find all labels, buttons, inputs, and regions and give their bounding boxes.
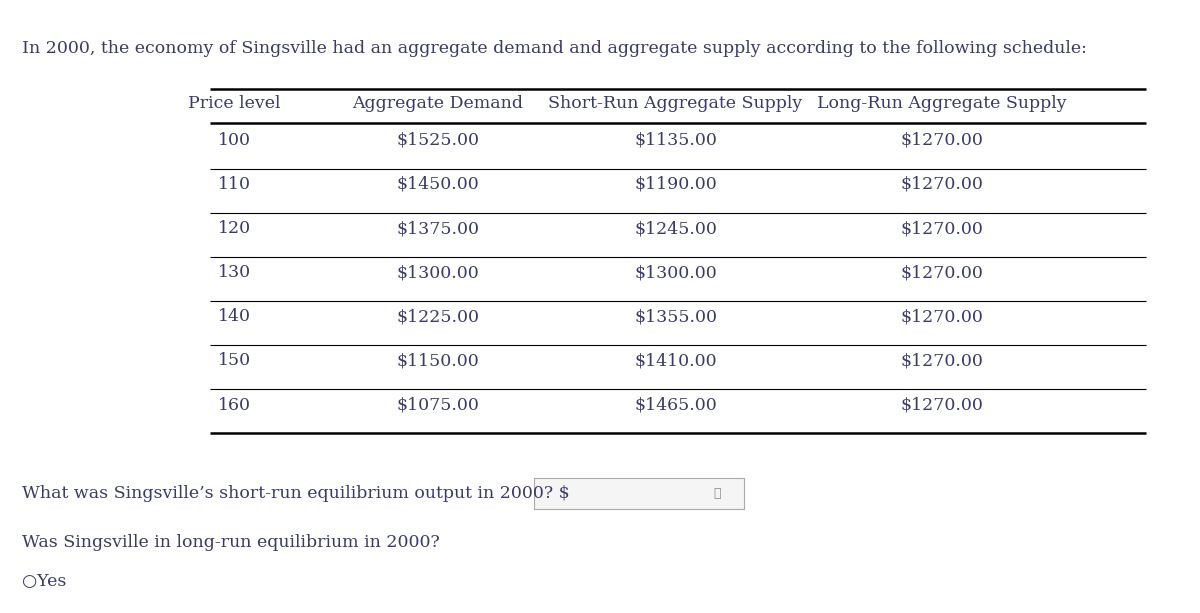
Text: $1410.00: $1410.00: [635, 352, 716, 370]
Text: Aggregate Demand: Aggregate Demand: [353, 95, 523, 112]
Text: $1150.00: $1150.00: [397, 352, 479, 370]
Text: In 2000, the economy of Singsville had an aggregate demand and aggregate supply : In 2000, the economy of Singsville had a…: [22, 40, 1086, 57]
Text: $1525.00: $1525.00: [396, 132, 480, 149]
Text: 150: 150: [217, 352, 251, 370]
Text: $1245.00: $1245.00: [634, 220, 718, 237]
Text: 110: 110: [217, 176, 251, 193]
Text: 100: 100: [217, 132, 251, 149]
Text: $1270.00: $1270.00: [900, 176, 984, 193]
Text: ○Yes: ○Yes: [22, 573, 66, 590]
Text: $1225.00: $1225.00: [396, 308, 480, 326]
Text: Was Singsville in long-run equilibrium in 2000?: Was Singsville in long-run equilibrium i…: [22, 534, 439, 551]
Text: $1450.00: $1450.00: [397, 176, 479, 193]
Text: $1270.00: $1270.00: [900, 264, 984, 281]
Text: 🖊: 🖊: [713, 487, 720, 500]
Text: $1300.00: $1300.00: [635, 264, 716, 281]
Text: $1355.00: $1355.00: [634, 308, 718, 326]
Text: Price level: Price level: [187, 95, 281, 112]
Text: 140: 140: [217, 308, 251, 326]
Text: $1270.00: $1270.00: [900, 308, 984, 326]
Text: 160: 160: [217, 397, 251, 414]
Text: $1270.00: $1270.00: [900, 397, 984, 414]
Text: Long-Run Aggregate Supply: Long-Run Aggregate Supply: [817, 95, 1067, 112]
Text: 120: 120: [217, 220, 251, 237]
Text: Short-Run Aggregate Supply: Short-Run Aggregate Supply: [548, 95, 803, 112]
Text: $1075.00: $1075.00: [396, 397, 480, 414]
Text: $1300.00: $1300.00: [397, 264, 479, 281]
Text: $1270.00: $1270.00: [900, 352, 984, 370]
Text: 130: 130: [217, 264, 251, 281]
Text: $1190.00: $1190.00: [635, 176, 716, 193]
Text: $1270.00: $1270.00: [900, 220, 984, 237]
Text: What was Singsville’s short-run equilibrium output in 2000? $: What was Singsville’s short-run equilibr…: [22, 485, 569, 502]
Text: $1465.00: $1465.00: [635, 397, 716, 414]
Text: $1135.00: $1135.00: [634, 132, 718, 149]
Text: $1375.00: $1375.00: [396, 220, 480, 237]
Text: $1270.00: $1270.00: [900, 132, 984, 149]
